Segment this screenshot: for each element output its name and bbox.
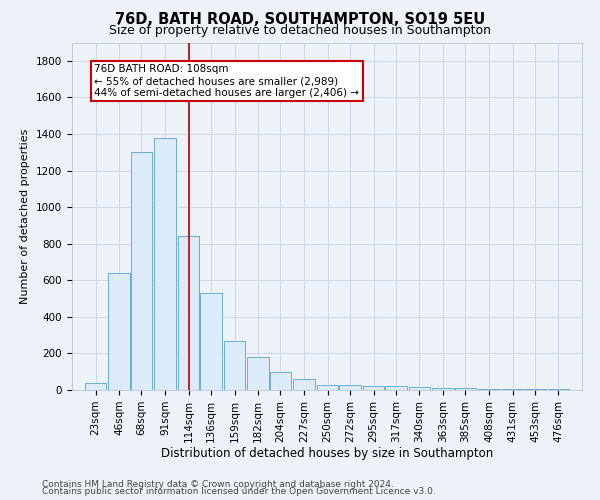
Text: 76D BATH ROAD: 108sqm
← 55% of detached houses are smaller (2,989)
44% of semi-d: 76D BATH ROAD: 108sqm ← 55% of detached …	[94, 64, 359, 98]
Bar	[478, 389, 500, 390]
Bar	[224, 340, 245, 390]
X-axis label: Distribution of detached houses by size in Southampton: Distribution of detached houses by size …	[161, 448, 493, 460]
Bar	[409, 388, 430, 390]
Bar	[524, 389, 546, 390]
Bar	[154, 138, 176, 390]
Bar	[339, 384, 361, 390]
Y-axis label: Number of detached properties: Number of detached properties	[20, 128, 31, 304]
Bar	[293, 379, 315, 390]
Bar	[270, 372, 291, 390]
Text: 76D, BATH ROAD, SOUTHAMPTON, SO19 5EU: 76D, BATH ROAD, SOUTHAMPTON, SO19 5EU	[115, 12, 485, 28]
Bar	[108, 273, 130, 390]
Text: Size of property relative to detached houses in Southampton: Size of property relative to detached ho…	[109, 24, 491, 37]
Bar	[502, 389, 523, 390]
Bar	[363, 386, 384, 390]
Bar	[385, 386, 407, 390]
Bar	[131, 152, 152, 390]
Text: Contains public sector information licensed under the Open Government Licence v3: Contains public sector information licen…	[42, 487, 436, 496]
Bar	[178, 236, 199, 390]
Bar	[247, 357, 269, 390]
Bar	[200, 293, 222, 390]
Bar	[548, 389, 569, 390]
Bar	[85, 382, 106, 390]
Bar	[317, 384, 338, 390]
Bar	[455, 388, 476, 390]
Text: Contains HM Land Registry data © Crown copyright and database right 2024.: Contains HM Land Registry data © Crown c…	[42, 480, 394, 489]
Bar	[432, 388, 454, 390]
